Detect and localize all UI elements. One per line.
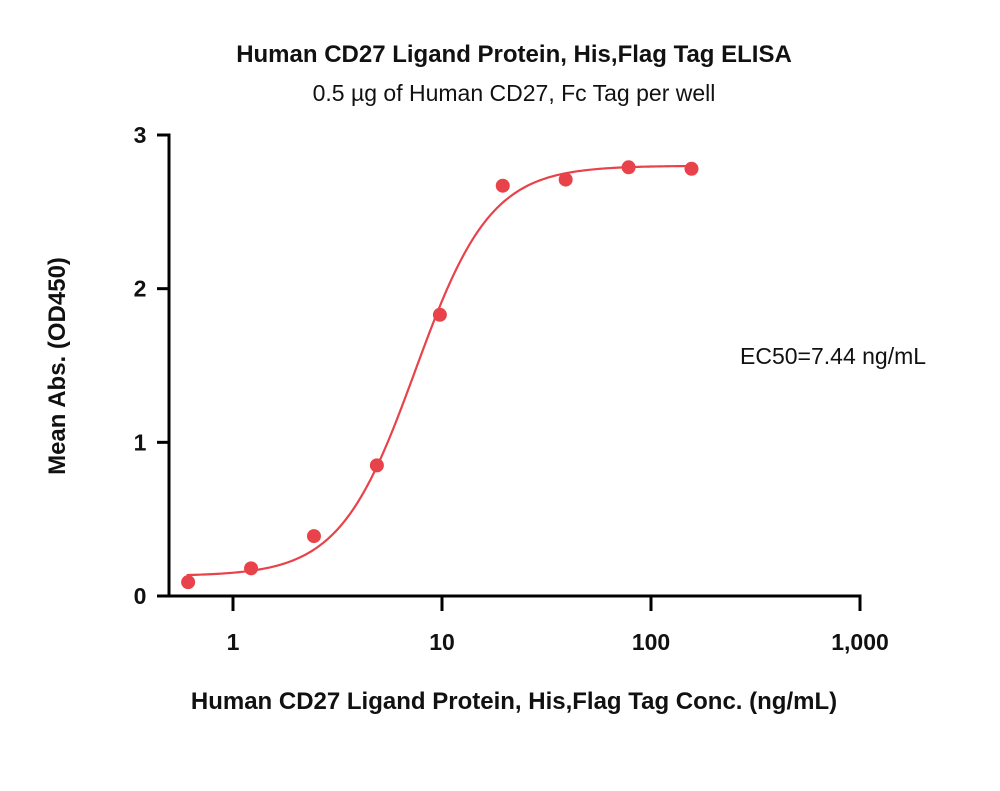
y-ticks: 0 1 2 3 bbox=[134, 122, 169, 609]
x-tick-label: 100 bbox=[632, 629, 670, 655]
x-tick-label: 1 bbox=[227, 629, 240, 655]
y-axis-label: Mean Abs. (OD450) bbox=[44, 257, 71, 475]
y-tick-label: 2 bbox=[134, 276, 147, 302]
chart-title: Human CD27 Ligand Protein, His,Flag Tag … bbox=[236, 41, 792, 68]
data-points bbox=[181, 160, 699, 590]
data-point bbox=[306, 529, 321, 544]
data-point bbox=[244, 561, 259, 576]
data-point bbox=[369, 458, 384, 473]
y-tick-label: 1 bbox=[134, 429, 147, 455]
y-tick-label: 3 bbox=[134, 122, 147, 148]
x-ticks: 1 10 100 1,000 bbox=[227, 596, 889, 655]
x-tick-label: 1,000 bbox=[831, 629, 889, 655]
x-axis-label: Human CD27 Ligand Protein, His,Flag Tag … bbox=[191, 688, 837, 715]
y-axis-line bbox=[157, 133, 862, 611]
fit-curve bbox=[186, 164, 692, 577]
data-point bbox=[432, 307, 447, 322]
chart-subtitle: 0.5 µg of Human CD27, Fc Tag per well bbox=[313, 80, 716, 106]
x-tick-label: 10 bbox=[429, 629, 455, 655]
data-point bbox=[495, 178, 510, 193]
data-point bbox=[621, 160, 636, 175]
data-point bbox=[181, 575, 196, 590]
ec50-annotation: EC50=7.44 ng/mL bbox=[740, 343, 926, 369]
y-tick-label: 0 bbox=[134, 583, 147, 609]
data-point bbox=[558, 172, 573, 187]
data-point bbox=[684, 161, 699, 176]
